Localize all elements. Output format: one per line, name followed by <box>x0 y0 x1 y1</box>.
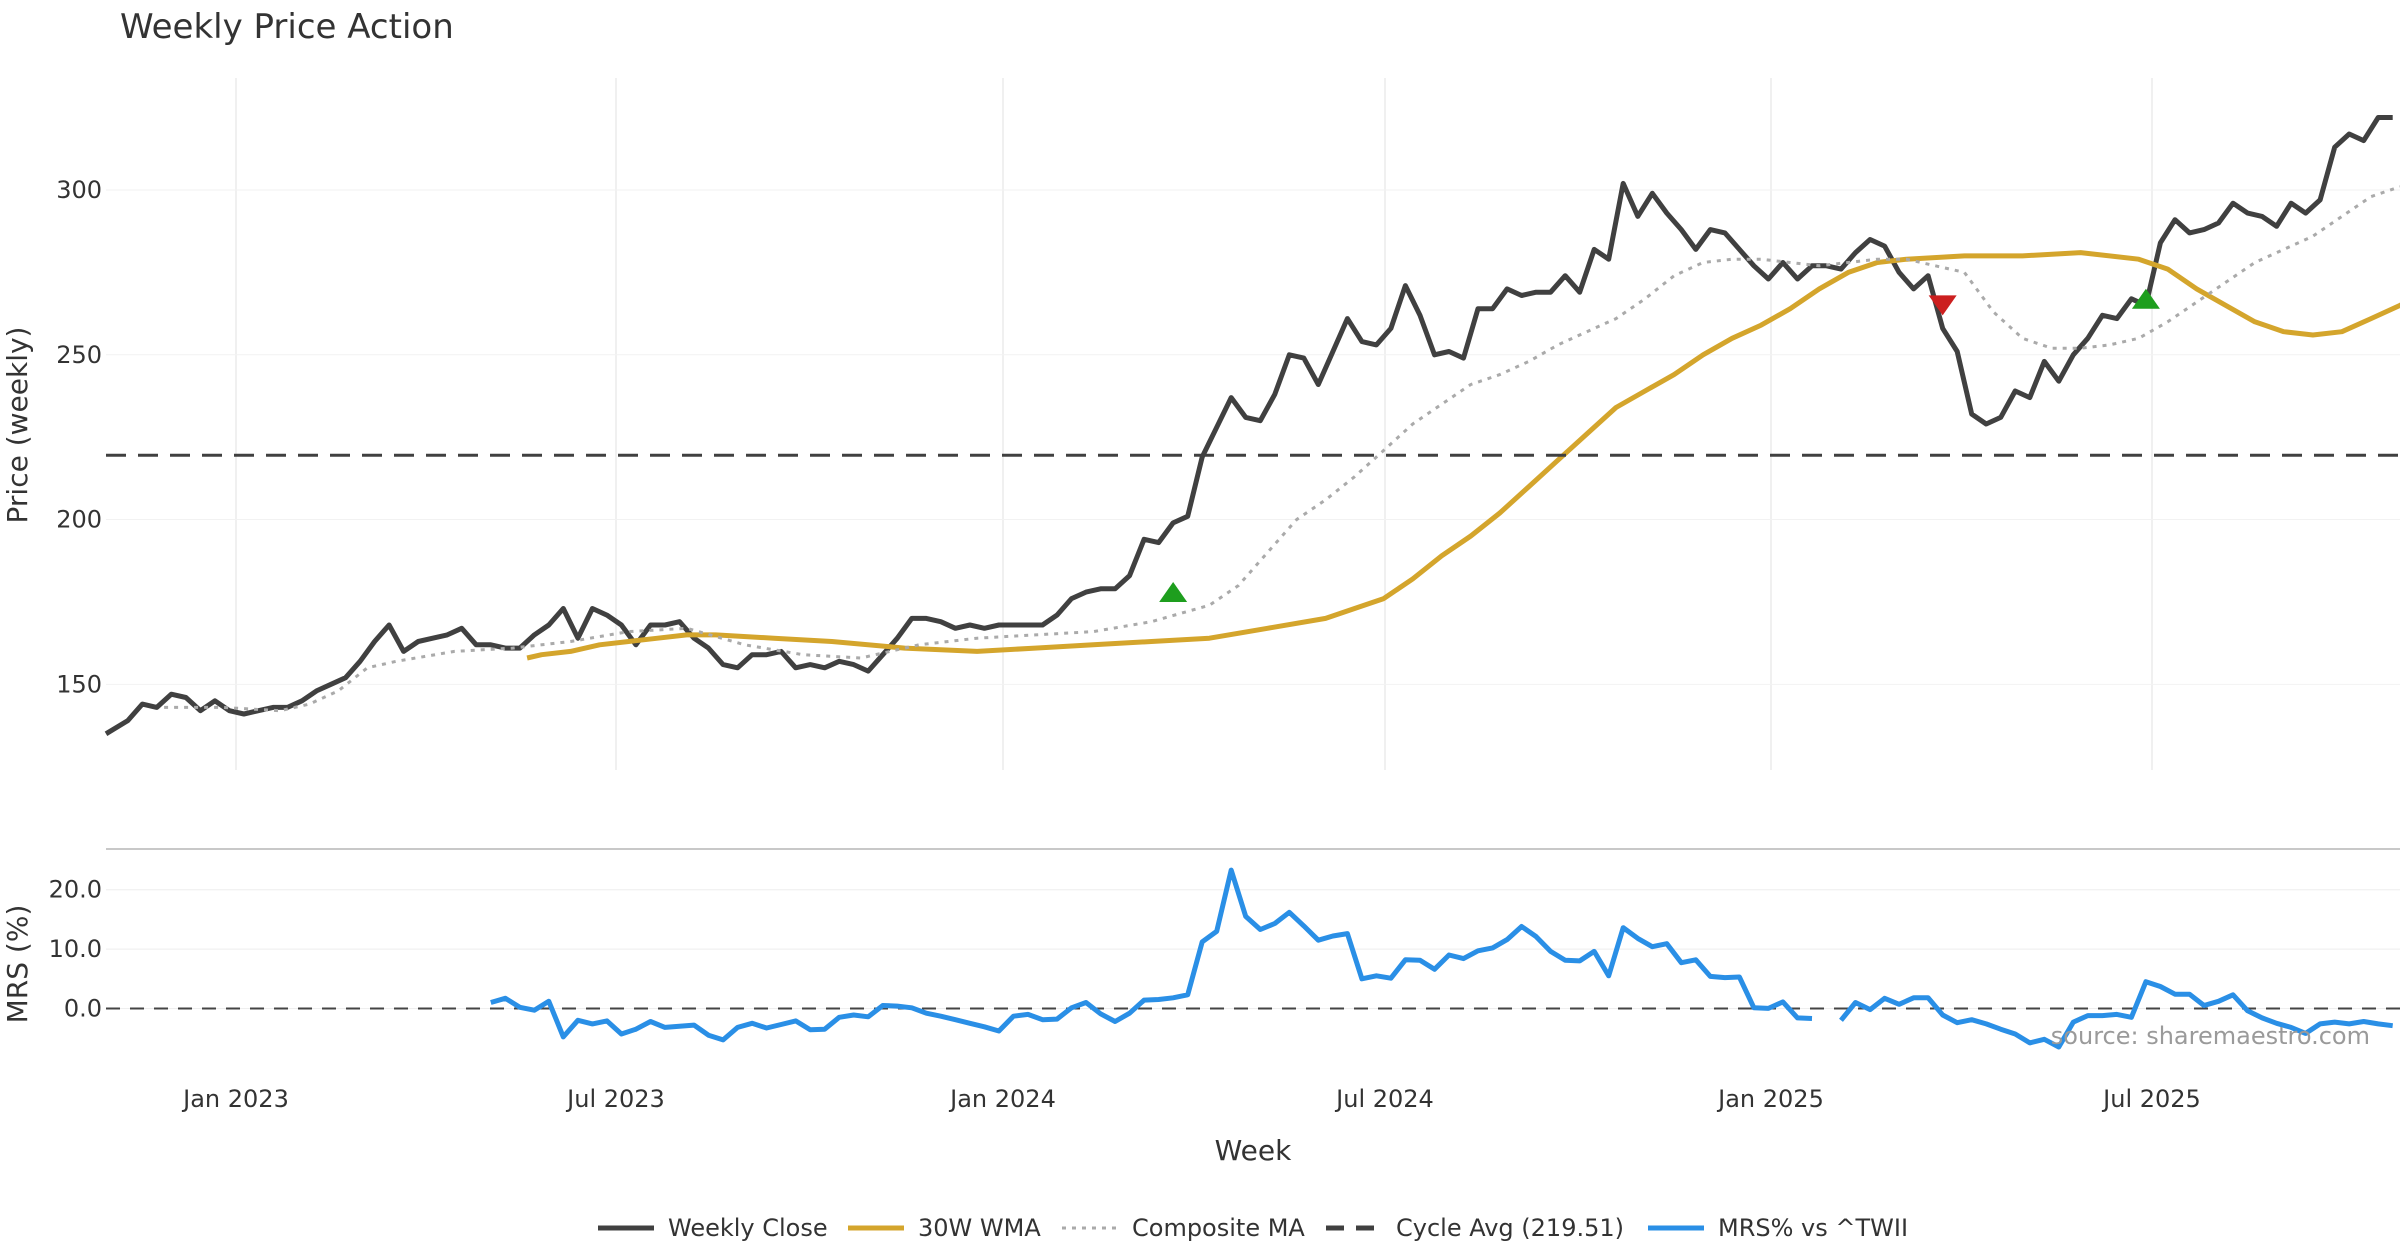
legend-label: MRS% vs ^TWII <box>1718 1214 1908 1242</box>
price-tick-label: 150 <box>56 670 102 698</box>
price-tick-label: 300 <box>56 176 102 204</box>
composite-ma-line <box>164 185 2400 713</box>
x-tick-label: Jan 2024 <box>948 1085 1056 1113</box>
legend: Weekly Close 30W WMA Composite MA Cycle Avg… <box>598 1214 1908 1242</box>
x-axis: Jan 2023 Jul 2023 Jan 2024 Jul 2024 Jan 2025… <box>181 1085 2201 1113</box>
mrs-line <box>490 867 1813 1043</box>
x-tick-label: Jan 2023 <box>181 1085 289 1113</box>
source-credit: source: sharemaestro.com <box>2051 1022 2370 1050</box>
price-tick-label: 250 <box>56 341 102 369</box>
mrs-tick-label: 0.0 <box>64 994 102 1022</box>
legend-label: Cycle Avg (219.51) <box>1396 1214 1624 1242</box>
chart-title: Weekly Price Action <box>120 7 454 47</box>
x-tick-label: Jan 2025 <box>1716 1085 1824 1113</box>
x-tick-label: Jul 2025 <box>2101 1085 2201 1113</box>
weekly-close-line <box>104 115 2393 736</box>
sell-signal-marker <box>1928 295 1957 316</box>
mrs-line <box>1839 979 2394 1050</box>
mrs-tick-label: 20.0 <box>49 876 102 904</box>
legend-label: Weekly Close <box>668 1214 828 1242</box>
buy-signal-marker <box>1159 582 1188 603</box>
mrs-panel: 0.0 10.0 20.0 <box>49 867 2400 1050</box>
legend-label: Composite MA <box>1132 1214 1305 1242</box>
x-axis-label: Week <box>1215 1134 1292 1167</box>
price-axis-label: Price (weekly) <box>1 327 34 524</box>
legend-label: 30W WMA <box>918 1214 1041 1242</box>
mrs-tick-label: 10.0 <box>49 935 102 963</box>
x-tick-label: Jul 2023 <box>565 1085 665 1113</box>
x-tick-label: Jul 2024 <box>1334 1085 1434 1113</box>
price-panel: 150 200 250 300 <box>56 115 2400 736</box>
price-tick-label: 200 <box>56 506 102 534</box>
grid <box>106 78 2400 1009</box>
mrs-axis-label: MRS (%) <box>1 905 34 1024</box>
30w-wma-line <box>526 250 2400 661</box>
buy-signal-marker <box>2131 288 2160 309</box>
